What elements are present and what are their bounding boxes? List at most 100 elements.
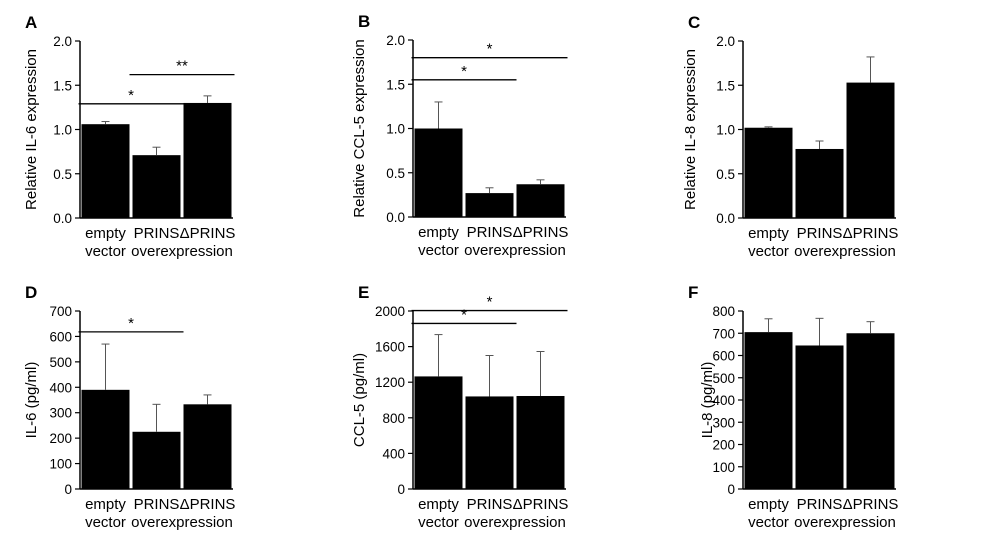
panel-letter: E <box>358 283 369 302</box>
group-label: overexpression <box>794 514 896 531</box>
bar <box>183 102 232 218</box>
bar <box>414 376 463 489</box>
category-label: empty vector <box>85 225 126 260</box>
y-tick-label: 500 <box>49 355 72 370</box>
y-tick-label: 1.0 <box>53 123 72 138</box>
y-tick-label: 0.5 <box>386 166 405 181</box>
bar <box>414 128 463 217</box>
y-tick-label: 1.0 <box>386 122 405 137</box>
bar <box>744 332 793 489</box>
y-tick-label: 700 <box>49 304 72 319</box>
y-tick-label: 200 <box>712 438 735 453</box>
y-tick-label: 1200 <box>375 375 405 390</box>
y-tick-label: 100 <box>49 457 72 472</box>
panel-c: C 0.0 0.5 1.0 1.5 2.0 Relative IL-8 expression… <box>682 13 898 260</box>
category-label: PRINS <box>797 496 843 513</box>
bar <box>846 333 895 489</box>
significance-marker: * <box>461 63 467 80</box>
y-tick-label: 0 <box>64 482 72 497</box>
y-tick-label: 100 <box>712 460 735 475</box>
y-tick-label: 800 <box>712 304 735 319</box>
category-label: PRINS <box>467 496 513 513</box>
panel-f: F 0 100 200 300 400 500 600 700 800 IL-8 (pg/ml) em… <box>688 283 898 531</box>
y-tick-label: 1.5 <box>716 78 735 93</box>
y-tick-label: 1600 <box>375 340 405 355</box>
panel-b: B 0.0 0.5 1.0 1.5 2.0 Relative CCL-5 expressio… <box>351 12 568 259</box>
bar <box>183 404 232 489</box>
y-tick-label: 600 <box>712 349 735 364</box>
y-tick-label: 0 <box>727 482 735 497</box>
y-tick-label: 600 <box>49 329 72 344</box>
y-tick-label: 500 <box>712 371 735 386</box>
bar <box>516 184 565 217</box>
y-tick-label: 200 <box>49 431 72 446</box>
y-tick-label: 0.5 <box>716 167 735 182</box>
significance-marker: * <box>128 87 134 104</box>
panel-letter: C <box>688 13 700 32</box>
panel-letter: D <box>25 283 37 302</box>
category-label: ΔPRINS <box>180 496 236 513</box>
y-tick-label: 0.0 <box>53 211 72 226</box>
y-tick-label: 2.0 <box>716 34 735 49</box>
category-label: ΔPRINS <box>180 225 236 242</box>
group-label: overexpression <box>464 242 566 259</box>
y-tick-label: 400 <box>712 393 735 408</box>
y-tick-label: 1.5 <box>386 77 405 92</box>
panel-a: A 0.0 0.5 1.0 1.5 2.0 Relative IL-6 expression… <box>23 13 235 260</box>
y-axis-title: Relative CCL-5 expression <box>351 39 368 217</box>
bar <box>465 193 514 217</box>
y-tick-label: 2000 <box>375 304 405 319</box>
panel-e: E 0 400 800 1200 1600 2000 CCL-5 (pg/ml) empty ve… <box>351 283 568 531</box>
y-tick-label: 0.5 <box>53 167 72 182</box>
bar <box>846 82 895 218</box>
bar <box>744 127 793 218</box>
y-tick-label: 300 <box>712 415 735 430</box>
bar <box>516 395 565 489</box>
bar <box>795 345 844 489</box>
y-tick-label: 400 <box>49 380 72 395</box>
panel-letter: A <box>25 13 37 32</box>
significance-marker: * <box>128 315 134 332</box>
y-axis-title: Relative IL-8 expression <box>682 49 699 210</box>
significance-marker: ** <box>176 58 188 75</box>
category-label: ΔPRINS <box>513 496 569 513</box>
group-label: overexpression <box>131 243 233 260</box>
group-label: overexpression <box>131 514 233 531</box>
group-label: overexpression <box>794 243 896 260</box>
bar <box>81 389 130 489</box>
y-tick-label: 400 <box>382 446 405 461</box>
panel-letter: B <box>358 12 370 31</box>
panel-letter: F <box>688 283 698 302</box>
y-tick-label: 300 <box>49 406 72 421</box>
category-label: PRINS <box>467 224 513 241</box>
bar <box>795 148 844 218</box>
y-tick-label: 700 <box>712 326 735 341</box>
significance-marker: * <box>487 294 493 311</box>
category-label: empty vector <box>85 496 126 531</box>
y-tick-label: 2.0 <box>386 33 405 48</box>
category-label: PRINS <box>797 225 843 242</box>
category-label: ΔPRINS <box>513 224 569 241</box>
y-axis-title: IL-6 (pg/ml) <box>23 362 40 439</box>
panel-d: D 0 100 200 300 400 500 600 700 IL-6 (pg/ml) empty… <box>23 283 235 531</box>
category-label: empty vector <box>748 496 789 531</box>
bar <box>465 396 514 489</box>
y-axis-title: IL-8 (pg/ml) <box>699 362 716 439</box>
y-tick-label: 1.5 <box>53 78 72 93</box>
category-label: ΔPRINS <box>843 225 899 242</box>
y-axis-title: Relative IL-6 expression <box>23 49 40 210</box>
category-label: empty vector <box>748 225 789 260</box>
category-label: ΔPRINS <box>843 496 899 513</box>
y-tick-label: 800 <box>382 411 405 426</box>
group-label: overexpression <box>464 514 566 531</box>
bar <box>132 431 181 489</box>
y-axis-title: CCL-5 (pg/ml) <box>351 353 368 447</box>
category-label: PRINS <box>134 496 180 513</box>
category-label: empty vector <box>418 496 459 531</box>
y-tick-label: 0.0 <box>716 211 735 226</box>
category-label: empty vector <box>418 224 459 259</box>
category-label: PRINS <box>134 225 180 242</box>
bar <box>132 155 181 218</box>
y-tick-label: 0.0 <box>386 210 405 225</box>
